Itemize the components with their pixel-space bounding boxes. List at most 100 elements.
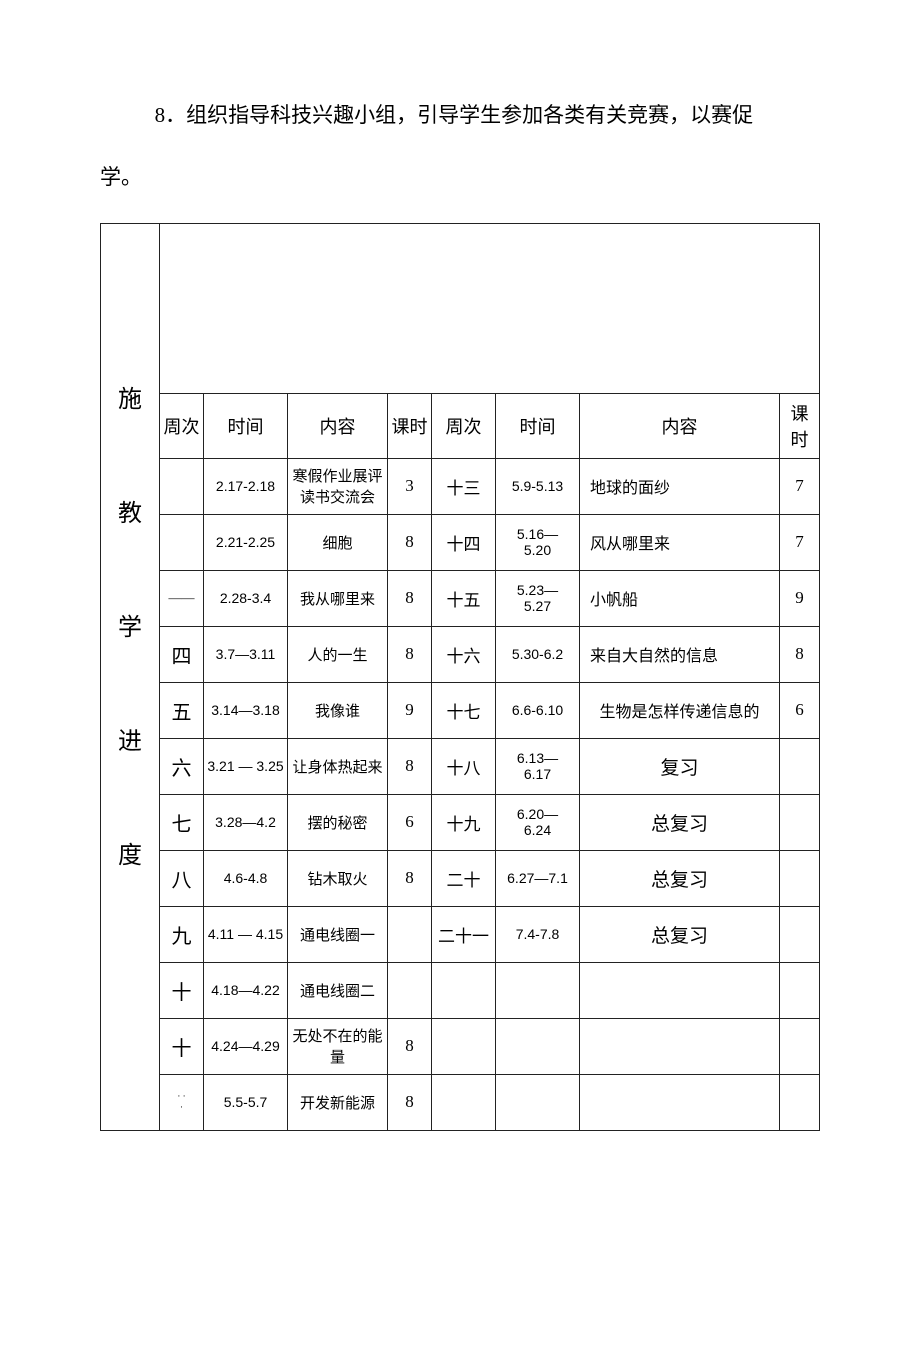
table-cell <box>580 962 780 1018</box>
table-row: 五3.14—3.18我像谁9十七6.6-6.10生物是怎样传递信息的6 <box>160 682 820 738</box>
table-row: ——2.28-3.4我从哪里来8十五5.23—5.27小帆船9 <box>160 570 820 626</box>
table-cell <box>780 794 820 850</box>
th-week1: 周次 <box>160 393 204 458</box>
table-cell: 十 <box>160 962 204 1018</box>
table-cell <box>780 906 820 962</box>
table-cell: 4.11 — 4.15 <box>204 906 288 962</box>
table-cell: 8 <box>388 738 432 794</box>
table-cell: 5.30-6.2 <box>496 626 580 682</box>
table-cell: 地球的面纱 <box>580 458 780 514</box>
table-cell <box>432 1018 496 1074</box>
table-cell: 8 <box>388 850 432 906</box>
table-cell: 我从哪里来 <box>288 570 388 626</box>
table-row: 2.21-2.25细胞8十四5.16—5.20风从哪里来7 <box>160 514 820 570</box>
table-cell: 3 <box>388 458 432 514</box>
th-hours1: 课时 <box>388 393 432 458</box>
schedule-container: 施 教 学 进 度 周次 时间 内容 课时 周次 时间 内容 <box>100 223 820 1131</box>
table-cell: 八 <box>160 850 204 906</box>
table-cell: 8 <box>388 1074 432 1130</box>
table-cell: 生物是怎样传递信息的 <box>580 682 780 738</box>
table-cell: 通电线圈一 <box>288 906 388 962</box>
side-char: 进 <box>118 730 142 754</box>
table-cell: 5.9-5.13 <box>496 458 580 514</box>
table-row: 八4.6-4.8钻木取火8二十6.27—7.1总复习 <box>160 850 820 906</box>
table-cell <box>496 962 580 1018</box>
table-cell: 8 <box>388 514 432 570</box>
side-char: 学 <box>118 616 142 640</box>
table-cell: 二十 <box>432 850 496 906</box>
table-cell <box>432 1074 496 1130</box>
side-char: 施 <box>118 388 142 412</box>
table-cell: 十三 <box>432 458 496 514</box>
table-header: 周次 时间 内容 课时 周次 时间 内容 课时 <box>160 393 820 458</box>
th-time1: 时间 <box>204 393 288 458</box>
table-cell: 9 <box>780 570 820 626</box>
table-row: 七3.28—4.2摆的秘密6十九6.20—6.24总复习 <box>160 794 820 850</box>
table-cell: 十 <box>160 1018 204 1074</box>
table-row: · ··5.5-5.7开发新能源8 <box>160 1074 820 1130</box>
table-cell: 寒假作业展评读书交流会 <box>288 458 388 514</box>
table-cell: 开发新能源 <box>288 1074 388 1130</box>
table-row: 九4.11 — 4.15通电线圈一二十一7.4-7.8总复习 <box>160 906 820 962</box>
table-cell: 6 <box>388 794 432 850</box>
table-cell <box>780 1018 820 1074</box>
table-row: 十4.18—4.22通电线圈二 <box>160 962 820 1018</box>
table-cell: 9 <box>388 682 432 738</box>
table-cell: 3.28—4.2 <box>204 794 288 850</box>
table-cell: 复习 <box>580 738 780 794</box>
table-cell <box>388 962 432 1018</box>
table-row: 六3.21 — 3.25让身体热起来8十八6.13—6.17复习 <box>160 738 820 794</box>
side-char: 度 <box>118 844 142 868</box>
table-row: 十4.24—4.29无处不在的能量8 <box>160 1018 820 1074</box>
table-cell: 3.7—3.11 <box>204 626 288 682</box>
table-cell: 来自大自然的信息 <box>580 626 780 682</box>
table-cell: 3.14—3.18 <box>204 682 288 738</box>
table-cell: 小帆船 <box>580 570 780 626</box>
table-cell: 7.4-7.8 <box>496 906 580 962</box>
table-cell: 4.24—4.29 <box>204 1018 288 1074</box>
table-cell: 钻木取火 <box>288 850 388 906</box>
table-cell: 总复习 <box>580 906 780 962</box>
table-cell: 十六 <box>432 626 496 682</box>
table-cell: 我像谁 <box>288 682 388 738</box>
table-cell: 四 <box>160 626 204 682</box>
table-cell: 7 <box>780 458 820 514</box>
table-cell: 十七 <box>432 682 496 738</box>
table-cell <box>580 1074 780 1130</box>
table-cell <box>160 514 204 570</box>
spacer-row <box>160 223 820 393</box>
table-cell: 2.21-2.25 <box>204 514 288 570</box>
table-cell: 细胞 <box>288 514 388 570</box>
table-cell: 总复习 <box>580 850 780 906</box>
table-cell: 十四 <box>432 514 496 570</box>
th-content2: 内容 <box>580 393 780 458</box>
table-cell: 七 <box>160 794 204 850</box>
table-cell: 风从哪里来 <box>580 514 780 570</box>
side-label: 施 教 学 进 度 <box>100 223 159 1131</box>
table-cell: 六 <box>160 738 204 794</box>
table-cell: 4.18—4.22 <box>204 962 288 1018</box>
table-cell: 4.6-4.8 <box>204 850 288 906</box>
table-cell <box>160 458 204 514</box>
table-cell: 6.6-6.10 <box>496 682 580 738</box>
table-cell: 5.16—5.20 <box>496 514 580 570</box>
table-cell <box>432 962 496 1018</box>
table-cell: —— <box>160 570 204 626</box>
table-cell: 8 <box>388 570 432 626</box>
table-row: 四3.7—3.11人的一生8十六5.30-6.2来自大自然的信息8 <box>160 626 820 682</box>
table-cell <box>780 962 820 1018</box>
table-cell: 6.27—7.1 <box>496 850 580 906</box>
paragraph-line1: 8．组织指导科技兴趣小组，引导学生参加各类有关竞赛，以赛促 <box>100 90 820 140</box>
table-cell: 十五 <box>432 570 496 626</box>
table-cell <box>388 906 432 962</box>
table-cell: 3.21 — 3.25 <box>204 738 288 794</box>
table-cell: 8 <box>780 626 820 682</box>
table-cell: 二十一 <box>432 906 496 962</box>
table-cell: 无处不在的能量 <box>288 1018 388 1074</box>
table-cell: · ·· <box>160 1074 204 1130</box>
table-cell <box>780 738 820 794</box>
table-cell: 十八 <box>432 738 496 794</box>
table-cell: 8 <box>388 626 432 682</box>
table-cell <box>496 1074 580 1130</box>
th-week2: 周次 <box>432 393 496 458</box>
